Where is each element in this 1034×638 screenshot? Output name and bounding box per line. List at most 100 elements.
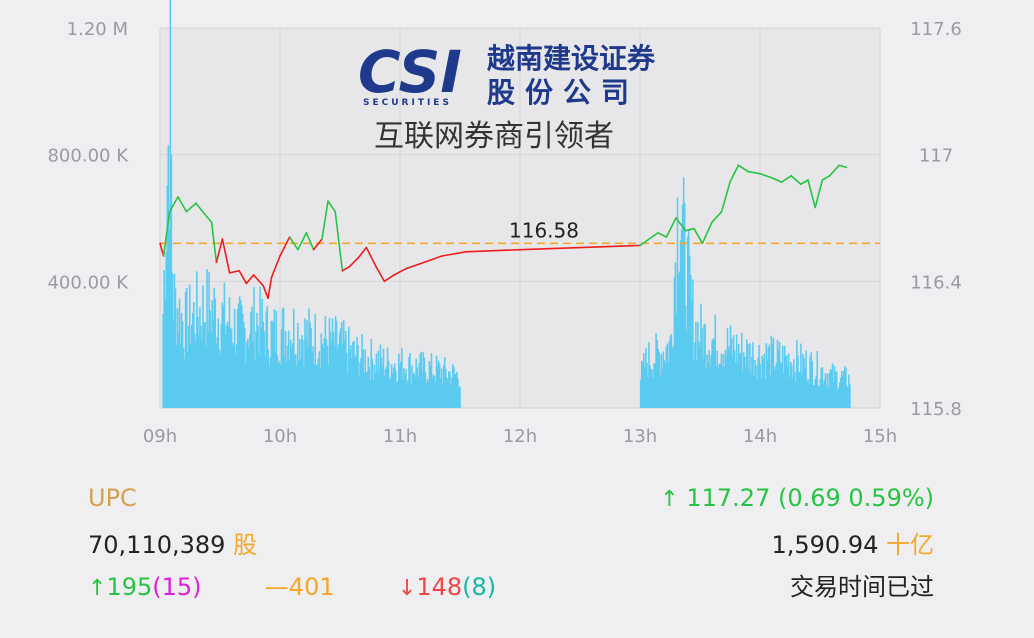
volume-bar bbox=[380, 357, 383, 408]
volume-bar bbox=[683, 202, 686, 408]
volume-bar bbox=[260, 328, 262, 408]
volume-bar bbox=[716, 350, 719, 408]
volume-bar bbox=[344, 330, 347, 408]
volume-bar bbox=[342, 320, 345, 408]
volume-bar bbox=[735, 334, 738, 408]
volume-bar bbox=[376, 372, 379, 408]
volume-bar bbox=[756, 378, 758, 408]
volume-bar bbox=[766, 359, 769, 408]
volume-bar bbox=[409, 352, 411, 408]
price-segment bbox=[203, 212, 213, 224]
price-segment bbox=[737, 164, 749, 173]
price-segment bbox=[579, 244, 641, 249]
volume-bar bbox=[347, 372, 349, 408]
volume-bar bbox=[767, 347, 770, 408]
volume-bar bbox=[219, 353, 222, 408]
volume-bar bbox=[652, 377, 654, 408]
volume-bar bbox=[348, 326, 350, 408]
volume-bar bbox=[292, 308, 295, 408]
volume-bar bbox=[402, 379, 404, 408]
volume-bar bbox=[246, 342, 248, 408]
volume-bar bbox=[411, 365, 413, 408]
volume-bar bbox=[278, 360, 281, 408]
volume-bar bbox=[666, 343, 669, 408]
volume-bar bbox=[669, 335, 672, 408]
market-status: 交易时间已过 bbox=[790, 573, 934, 601]
volume-bar bbox=[724, 349, 727, 408]
price-segment bbox=[341, 265, 351, 272]
volume-bar bbox=[651, 369, 653, 408]
volume-bar bbox=[711, 340, 713, 408]
volume-bar bbox=[316, 365, 319, 408]
volume-bar bbox=[705, 368, 707, 408]
volume-bar bbox=[298, 360, 300, 408]
volume-bar bbox=[772, 337, 775, 408]
volume-bar bbox=[378, 369, 381, 408]
volume-bar bbox=[390, 364, 393, 408]
volume-bar bbox=[656, 340, 658, 408]
volume-bar bbox=[407, 379, 409, 408]
volume-bar bbox=[317, 358, 320, 408]
volume-bar bbox=[181, 321, 184, 408]
volume-bar bbox=[682, 177, 685, 408]
volume-bar bbox=[648, 342, 650, 408]
volume-bar bbox=[220, 323, 223, 408]
volume-bar bbox=[714, 314, 717, 408]
volume-bar bbox=[235, 344, 238, 408]
volume-bar bbox=[233, 308, 236, 408]
price-segment bbox=[215, 238, 224, 264]
price-segment bbox=[429, 255, 443, 262]
volume-bar bbox=[261, 299, 263, 408]
volume-bar bbox=[838, 382, 841, 408]
volume-bar bbox=[813, 384, 815, 408]
volume-bar bbox=[747, 344, 749, 408]
volume-bar bbox=[742, 371, 744, 408]
volume-bar bbox=[821, 367, 824, 408]
volume-bar bbox=[737, 344, 740, 408]
volume-bar bbox=[825, 385, 828, 408]
volume-bar bbox=[671, 348, 674, 408]
volume-bar bbox=[655, 333, 657, 408]
volume-bar bbox=[739, 353, 742, 408]
volume-bar bbox=[748, 368, 750, 408]
volume-bar bbox=[847, 387, 849, 408]
volume-bar bbox=[197, 317, 199, 408]
volume-bar bbox=[754, 359, 756, 408]
volume-bar bbox=[341, 343, 344, 408]
volume-bar bbox=[305, 338, 307, 408]
csi-logo-sub: SECURITIES bbox=[363, 98, 452, 108]
volume-bar bbox=[269, 357, 272, 408]
volume-bar bbox=[695, 321, 697, 408]
price-segment bbox=[838, 164, 848, 169]
price-segment bbox=[780, 174, 793, 183]
volume-bar bbox=[769, 376, 772, 408]
reference-price-label: 116.58 bbox=[509, 218, 579, 242]
volume-bar bbox=[299, 339, 301, 408]
volume-bar bbox=[198, 335, 200, 408]
price-segment bbox=[357, 246, 368, 259]
volume-bar bbox=[199, 307, 201, 408]
price-segment bbox=[639, 240, 647, 247]
volume-bar bbox=[452, 364, 454, 408]
volume-bar bbox=[770, 335, 773, 408]
volume-bar bbox=[258, 353, 260, 408]
volume-bar bbox=[337, 344, 340, 408]
volume-bar bbox=[798, 371, 800, 408]
volume-bar bbox=[675, 313, 678, 408]
volume-bar bbox=[335, 321, 338, 408]
volume-bar bbox=[221, 302, 224, 408]
volume-bar bbox=[687, 229, 690, 408]
volume-bar bbox=[262, 321, 264, 408]
volume-bar bbox=[693, 359, 695, 408]
volume-bar bbox=[173, 273, 176, 408]
volume-bar bbox=[840, 370, 843, 408]
volume-bar bbox=[389, 377, 392, 408]
volume-bar bbox=[781, 345, 784, 408]
volume-bar bbox=[201, 340, 203, 408]
volume-bar bbox=[413, 372, 415, 408]
volume-bar bbox=[162, 313, 164, 408]
volume-bar bbox=[207, 330, 209, 408]
volume-bar bbox=[381, 366, 384, 408]
volume-bar bbox=[372, 379, 375, 408]
price-segment bbox=[799, 179, 809, 186]
